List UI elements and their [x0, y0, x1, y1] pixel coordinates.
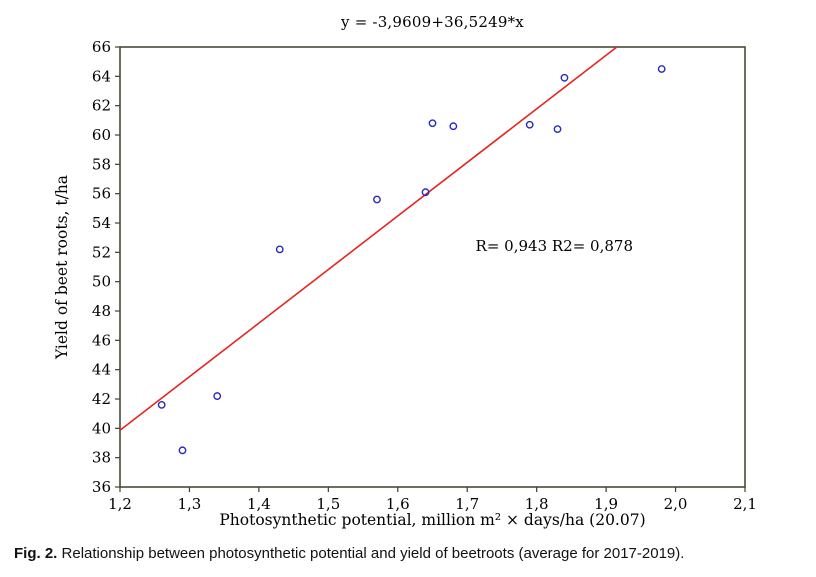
- y-tick-label: 64: [92, 67, 111, 85]
- regression-line: [119, 46, 618, 431]
- x-tick-label: 2,1: [733, 495, 757, 513]
- data-point: [449, 122, 458, 131]
- data-point: [560, 73, 569, 82]
- x-tick-label: 1,5: [316, 495, 340, 513]
- y-tick-label: 48: [92, 302, 111, 320]
- x-tick-label: 1,6: [386, 495, 410, 513]
- x-tick-label: 1,2: [108, 495, 132, 513]
- data-point: [213, 392, 222, 400]
- x-axis-label: Photosynthetic potential, million m² × d…: [219, 511, 646, 529]
- y-tick-label: 54: [92, 214, 111, 232]
- data-point: [421, 188, 430, 197]
- data-point: [178, 446, 187, 455]
- y-tick-label: 66: [92, 38, 111, 56]
- y-tick-label: 52: [92, 243, 111, 261]
- data-point: [157, 400, 166, 409]
- y-tick-label: 38: [92, 449, 111, 467]
- y-tick-label: 40: [92, 419, 111, 437]
- figure-caption-label: Fig. 2.: [14, 545, 58, 562]
- y-tick-label: 56: [92, 185, 111, 203]
- x-tick-label: 1,4: [247, 495, 271, 513]
- data-point: [275, 245, 284, 254]
- chart-title: y = -3,9609+36,5249*x: [341, 13, 524, 31]
- x-tick-label: 2,0: [664, 495, 688, 513]
- x-tick-label: 1,7: [455, 495, 479, 513]
- y-tick-label: 44: [92, 361, 111, 379]
- data-point: [553, 125, 562, 134]
- stats-annotation: R= 0,943 R2= 0,878: [475, 237, 634, 256]
- y-tick-label: 46: [92, 331, 111, 349]
- y-tick-label: 42: [92, 390, 111, 408]
- y-tick-label: 62: [92, 97, 111, 115]
- y-tick-label: 50: [92, 273, 111, 291]
- x-tick-label: 1,9: [594, 495, 618, 513]
- data-point: [428, 119, 437, 128]
- y-tick-label: 58: [92, 155, 111, 173]
- data-point: [525, 120, 534, 129]
- plot-frame: [119, 46, 746, 488]
- scatter-plot: 1,2 1,3 1,4 1,5 1,6 1,7 1,8 1,9 2,0 2,1 36 38 40 42 44…: [92, 38, 757, 513]
- x-tick-label: 1,8: [525, 495, 549, 513]
- figure-caption-text: Relationship between photosynthetic pote…: [61, 545, 685, 562]
- data-point: [373, 195, 381, 204]
- x-tick-label: 1,3: [178, 495, 202, 513]
- y-tick-label: 60: [92, 126, 111, 144]
- y-tick-label: 36: [92, 478, 111, 496]
- data-point: [657, 65, 666, 73]
- figure-caption: Fig. 2. Relationship between photosynthe…: [14, 545, 804, 562]
